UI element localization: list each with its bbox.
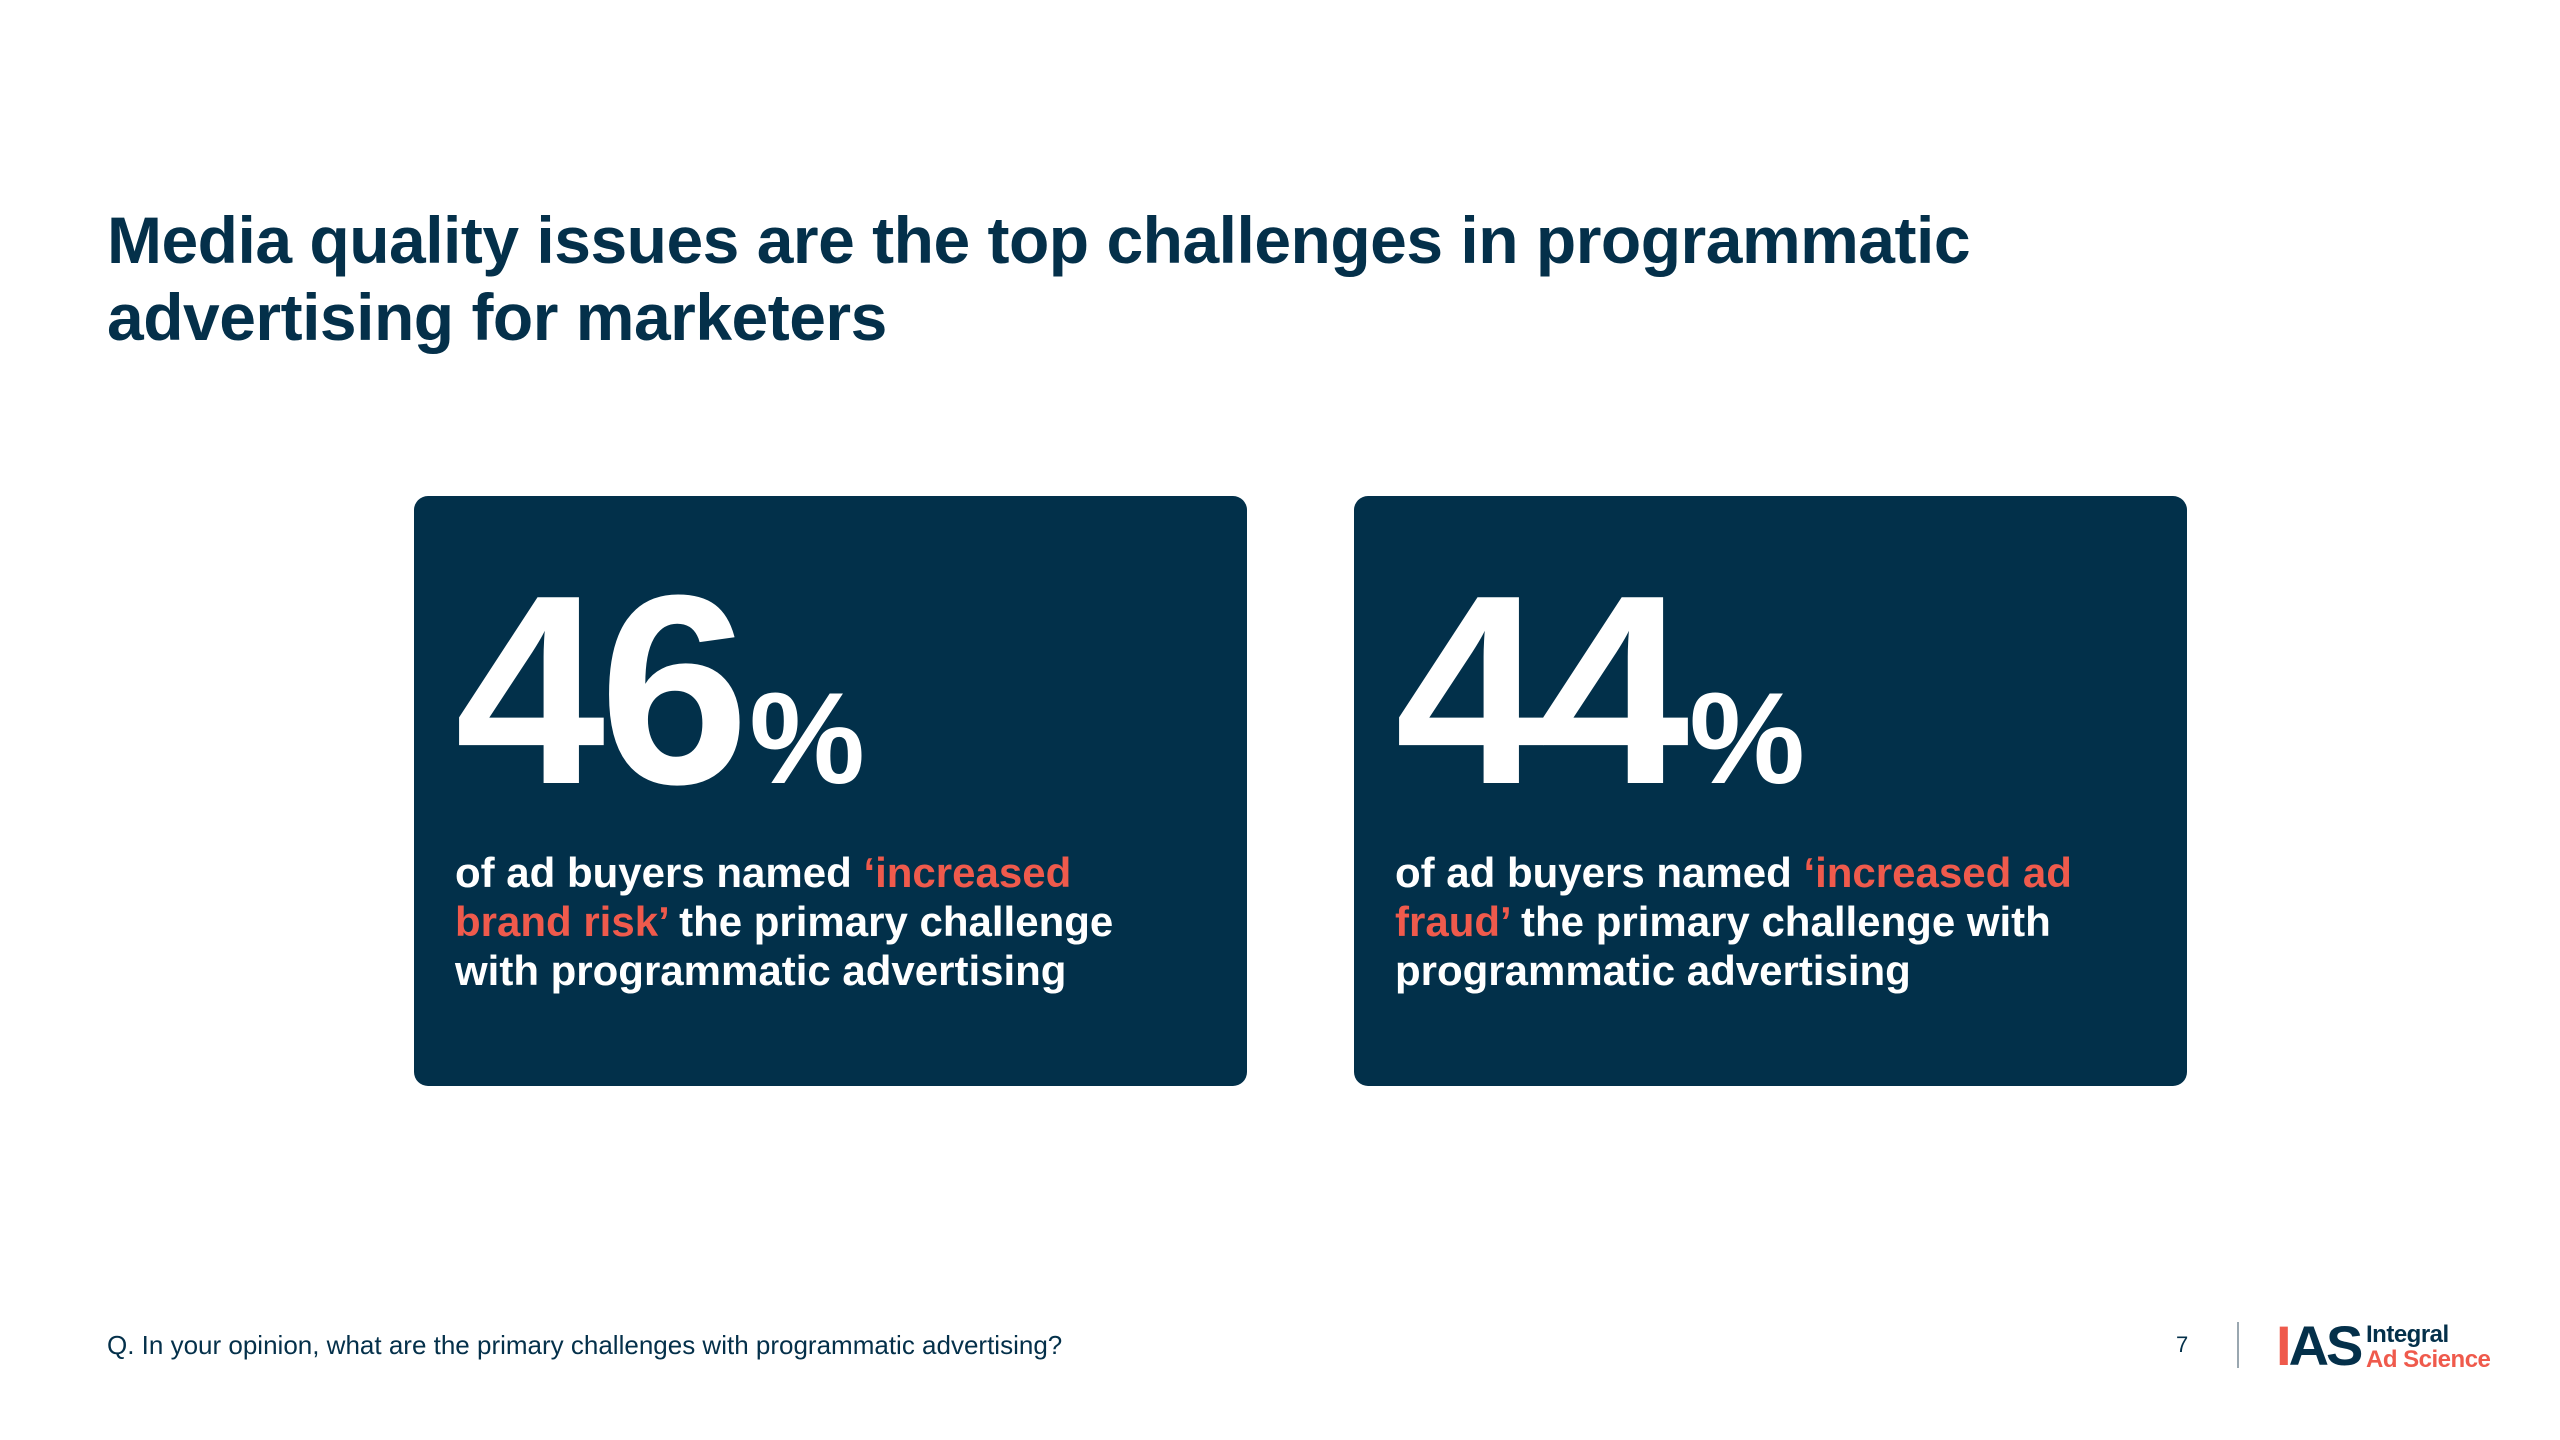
ias-logo: IAS Integral Ad Science	[2276, 1318, 2496, 1374]
stat-percent-sign: %	[1689, 665, 1805, 811]
page-number: 7	[2176, 1332, 2189, 1357]
stat-card-brand-risk: 46% of ad buyers named ‘increased brand …	[414, 496, 1247, 1086]
slide-title: Media quality issues are the top challen…	[107, 203, 1971, 354]
stat-number: 46	[455, 540, 749, 841]
stat-card-ad-fraud: 44% of ad buyers named ‘increased ad fra…	[1354, 496, 2187, 1086]
logo-mark-as: AS	[2288, 1314, 2364, 1377]
logo-wordmark: Integral Ad Science	[2366, 1321, 2491, 1373]
survey-question-footnote: Q. In your opinion, what are the primary…	[107, 1330, 1063, 1360]
stat-desc-prefix: of ad buyers named	[1395, 849, 1804, 896]
stat-desc-suffix: the primary challenge with programmatic …	[455, 898, 1114, 994]
stat-value: 46%	[455, 556, 865, 826]
logo-mark: IAS	[2276, 1318, 2363, 1374]
stat-desc-highlight: ‘increased ad fraud’	[1395, 849, 2072, 945]
logo-line-ad-science: Ad Science	[2366, 1346, 2491, 1373]
stat-desc-suffix: the primary challenge with programmatic …	[1395, 898, 2051, 994]
stat-description: of ad buyers named ‘increased ad fraud’ …	[1395, 848, 2115, 995]
stat-number: 44	[1395, 540, 1689, 841]
stat-description: of ad buyers named ‘increased brand risk…	[455, 848, 1175, 995]
stat-desc-highlight: ‘increased brand risk’	[455, 849, 1072, 945]
stat-desc-prefix: of ad buyers named	[455, 849, 864, 896]
stat-percent-sign: %	[749, 665, 865, 811]
stat-value: 44%	[1395, 556, 1805, 826]
logo-line-integral: Integral	[2366, 1321, 2449, 1348]
footer-divider	[2237, 1322, 2239, 1368]
logo-mark-i: I	[2276, 1314, 2291, 1377]
